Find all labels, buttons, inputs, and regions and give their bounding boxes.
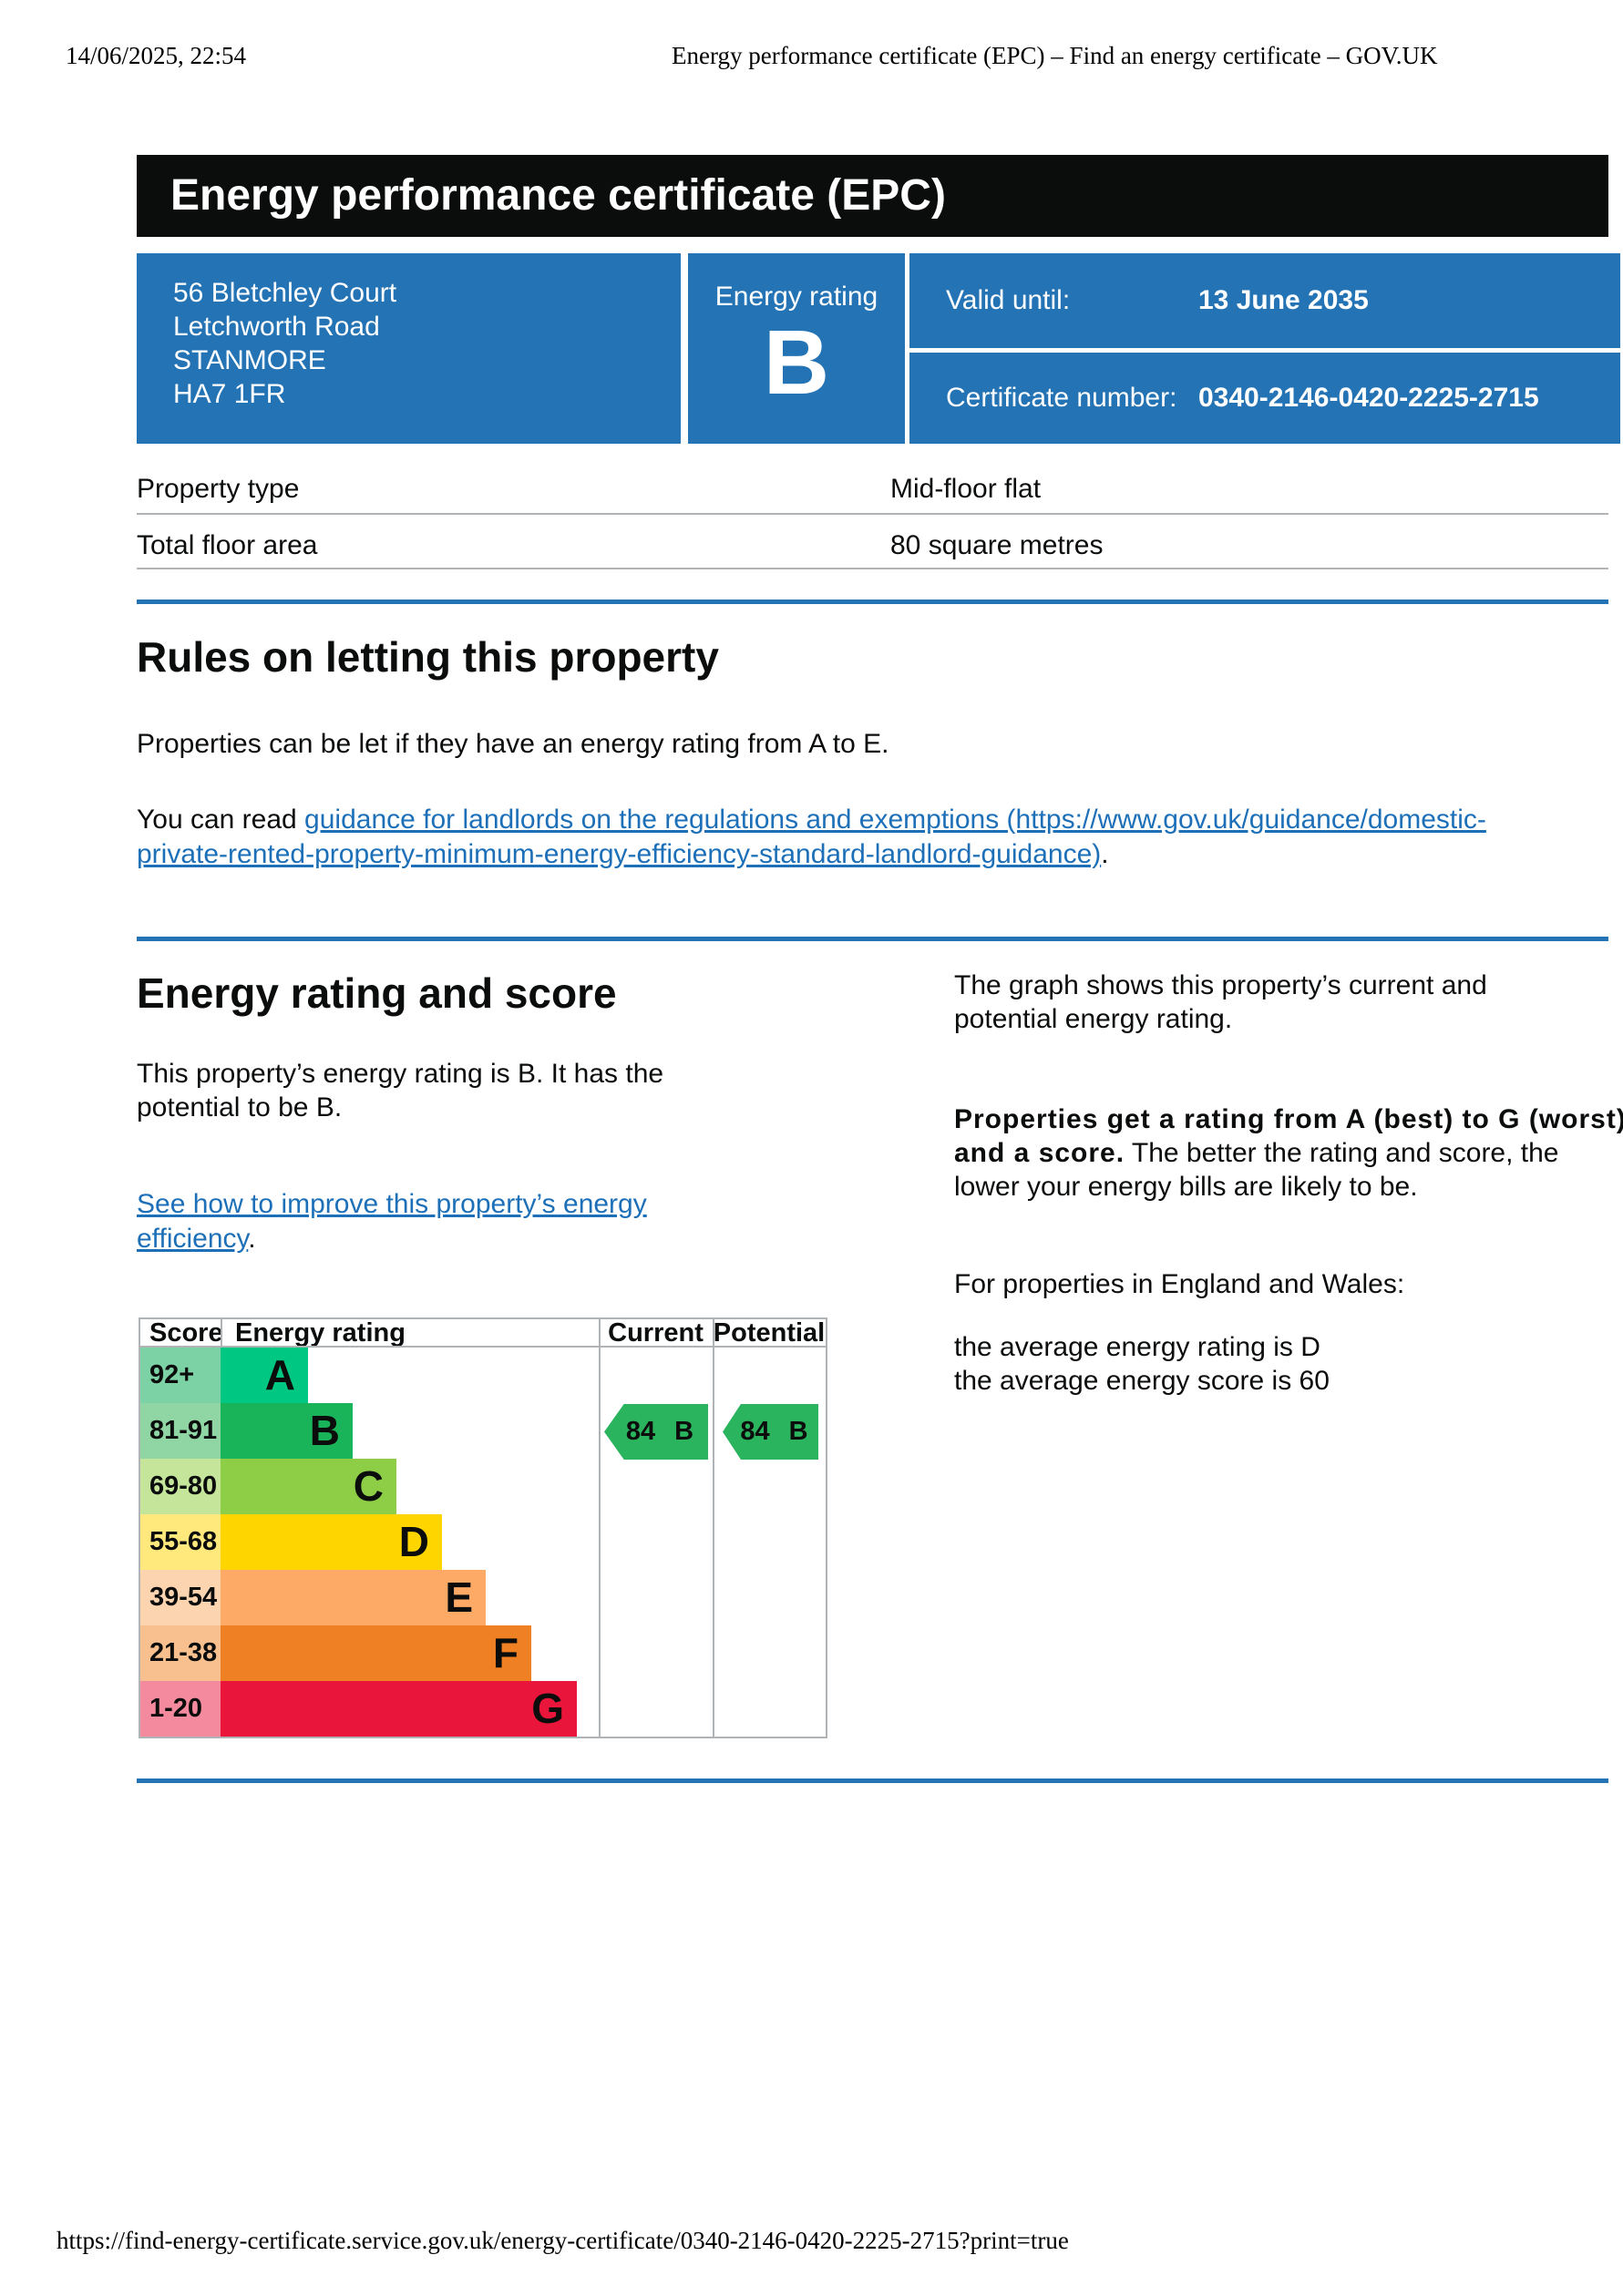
rules-link-suffix: . — [1101, 839, 1109, 869]
band-score-range: 55-68 — [140, 1514, 221, 1570]
chart-band-row: 55-68 D — [140, 1514, 826, 1570]
band-bar: C — [221, 1459, 396, 1514]
section-divider — [137, 937, 1608, 941]
rating-intro: This property’s energy rating is B. It h… — [137, 1059, 664, 1122]
band-letter: G — [531, 1685, 564, 1732]
current-score: 84 — [625, 1417, 656, 1446]
chart-band-row: 92+ A — [140, 1348, 826, 1403]
epc-rating-chart: Score Energy rating Current Potential 92… — [139, 1317, 827, 1738]
rules-heading: Rules on letting this property — [137, 633, 719, 681]
rules-link-paragraph: You can read guidance for landlords on t… — [137, 803, 1623, 872]
chart-header-score: Score — [149, 1318, 223, 1348]
valid-until-panel: Valid until: 13 June 2035 — [909, 253, 1620, 348]
band-score-range: 92+ — [140, 1348, 221, 1403]
rules-paragraph: Properties can be let if they have an en… — [137, 729, 889, 759]
certificate-number-value: 0340-2146-0420-2225-2715 — [1198, 383, 1539, 413]
chart-column-border — [221, 1319, 222, 1346]
band-score-range: 69-80 — [140, 1459, 221, 1514]
property-address: 56 Bletchley Court Letchworth Road STANM… — [173, 278, 397, 409]
print-footer-url: https://find-energy-certificate.service.… — [56, 2227, 1069, 2254]
fact-value: Mid-floor flat — [890, 474, 1042, 504]
band-score-range: 21-38 — [140, 1625, 221, 1681]
section-divider — [137, 600, 1608, 604]
certificate-number-label: Certificate number: — [946, 383, 1177, 413]
print-datetime: 14/06/2025, 22:54 — [66, 42, 247, 69]
certificate-number-panel: Certificate number: 0340-2146-0420-2225-… — [909, 353, 1620, 444]
band-bar: F — [221, 1625, 531, 1681]
current-letter: B — [674, 1417, 694, 1446]
chart-column-border — [599, 1319, 601, 1737]
chart-band-row: 81-91 B — [140, 1403, 826, 1459]
chart-header-current: Current — [608, 1318, 704, 1348]
chart-band-row: 21-38 F — [140, 1625, 826, 1681]
band-bar: A — [221, 1348, 308, 1403]
rating-explainer-bold: Properties get a rating from A (best) to… — [954, 1104, 1623, 1168]
averages-paragraph: the average energy rating is D the avera… — [954, 1332, 1330, 1396]
band-bar: B — [221, 1403, 353, 1459]
print-page-title: Energy performance certificate (EPC) – F… — [672, 42, 1438, 69]
section-divider — [137, 1778, 1608, 1783]
fact-value: 80 square metres — [890, 530, 1104, 560]
band-score-range: 39-54 — [140, 1570, 221, 1625]
current-rating-arrow: 84 B — [604, 1404, 708, 1460]
chart-column-border — [713, 1319, 714, 1737]
rating-explainer-paragraph: Properties get a rating from A (best) to… — [954, 1102, 1623, 1204]
fact-label: Total floor area — [137, 530, 318, 560]
potential-score: 84 — [740, 1417, 770, 1446]
landlord-guidance-link[interactable]: guidance for landlords on the regulation… — [137, 805, 1486, 869]
chart-header-border — [140, 1346, 826, 1348]
band-letter: F — [492, 1629, 519, 1676]
graph-intro-paragraph: The graph shows this property’s current … — [954, 970, 1487, 1034]
chart-band-row: 39-54 E — [140, 1570, 826, 1625]
certificate-banner — [137, 155, 1608, 237]
address-panel — [137, 253, 681, 444]
band-bar: E — [221, 1570, 486, 1625]
energy-rating-label: Energy rating — [714, 282, 878, 312]
band-letter: A — [264, 1351, 295, 1399]
chart-band-row: 1-20 G — [140, 1681, 826, 1737]
improve-efficiency-link[interactable]: See how to improve this property’s energ… — [137, 1189, 647, 1254]
band-letter: E — [445, 1573, 473, 1621]
energy-rating-value: B — [763, 312, 830, 414]
chart-header-rating: Energy rating — [235, 1318, 406, 1348]
valid-until-value: 13 June 2035 — [1198, 285, 1369, 315]
band-letter: C — [353, 1462, 384, 1510]
valid-until-label: Valid until: — [946, 285, 1071, 315]
energy-rating-panel — [688, 253, 905, 444]
improve-link-suffix: . — [248, 1224, 256, 1254]
band-letter: D — [398, 1518, 429, 1565]
band-letter: B — [309, 1407, 340, 1454]
table-row-divider — [137, 568, 1608, 569]
band-score-range: 1-20 — [140, 1681, 221, 1737]
rules-link-prefix: You can read — [137, 805, 305, 835]
band-bar: G — [221, 1681, 577, 1737]
potential-letter: B — [788, 1417, 808, 1446]
fact-label: Property type — [137, 474, 300, 504]
england-wales-paragraph: For properties in England and Wales: — [954, 1269, 1405, 1299]
certificate-title: Energy performance certificate (EPC) — [170, 171, 946, 220]
table-row-divider — [137, 513, 1608, 515]
chart-band-row: 69-80 C — [140, 1459, 826, 1514]
rating-explainer-rest: The better the rating and score, the low… — [954, 1138, 1559, 1202]
band-bar: D — [221, 1514, 442, 1570]
chart-header-potential: Potential — [713, 1318, 826, 1348]
rating-heading: Energy rating and score — [137, 969, 617, 1017]
improve-link-paragraph: See how to improve this property’s energ… — [137, 1187, 647, 1256]
band-score-range: 81-91 — [140, 1403, 221, 1459]
potential-rating-arrow: 84 B — [723, 1404, 818, 1460]
